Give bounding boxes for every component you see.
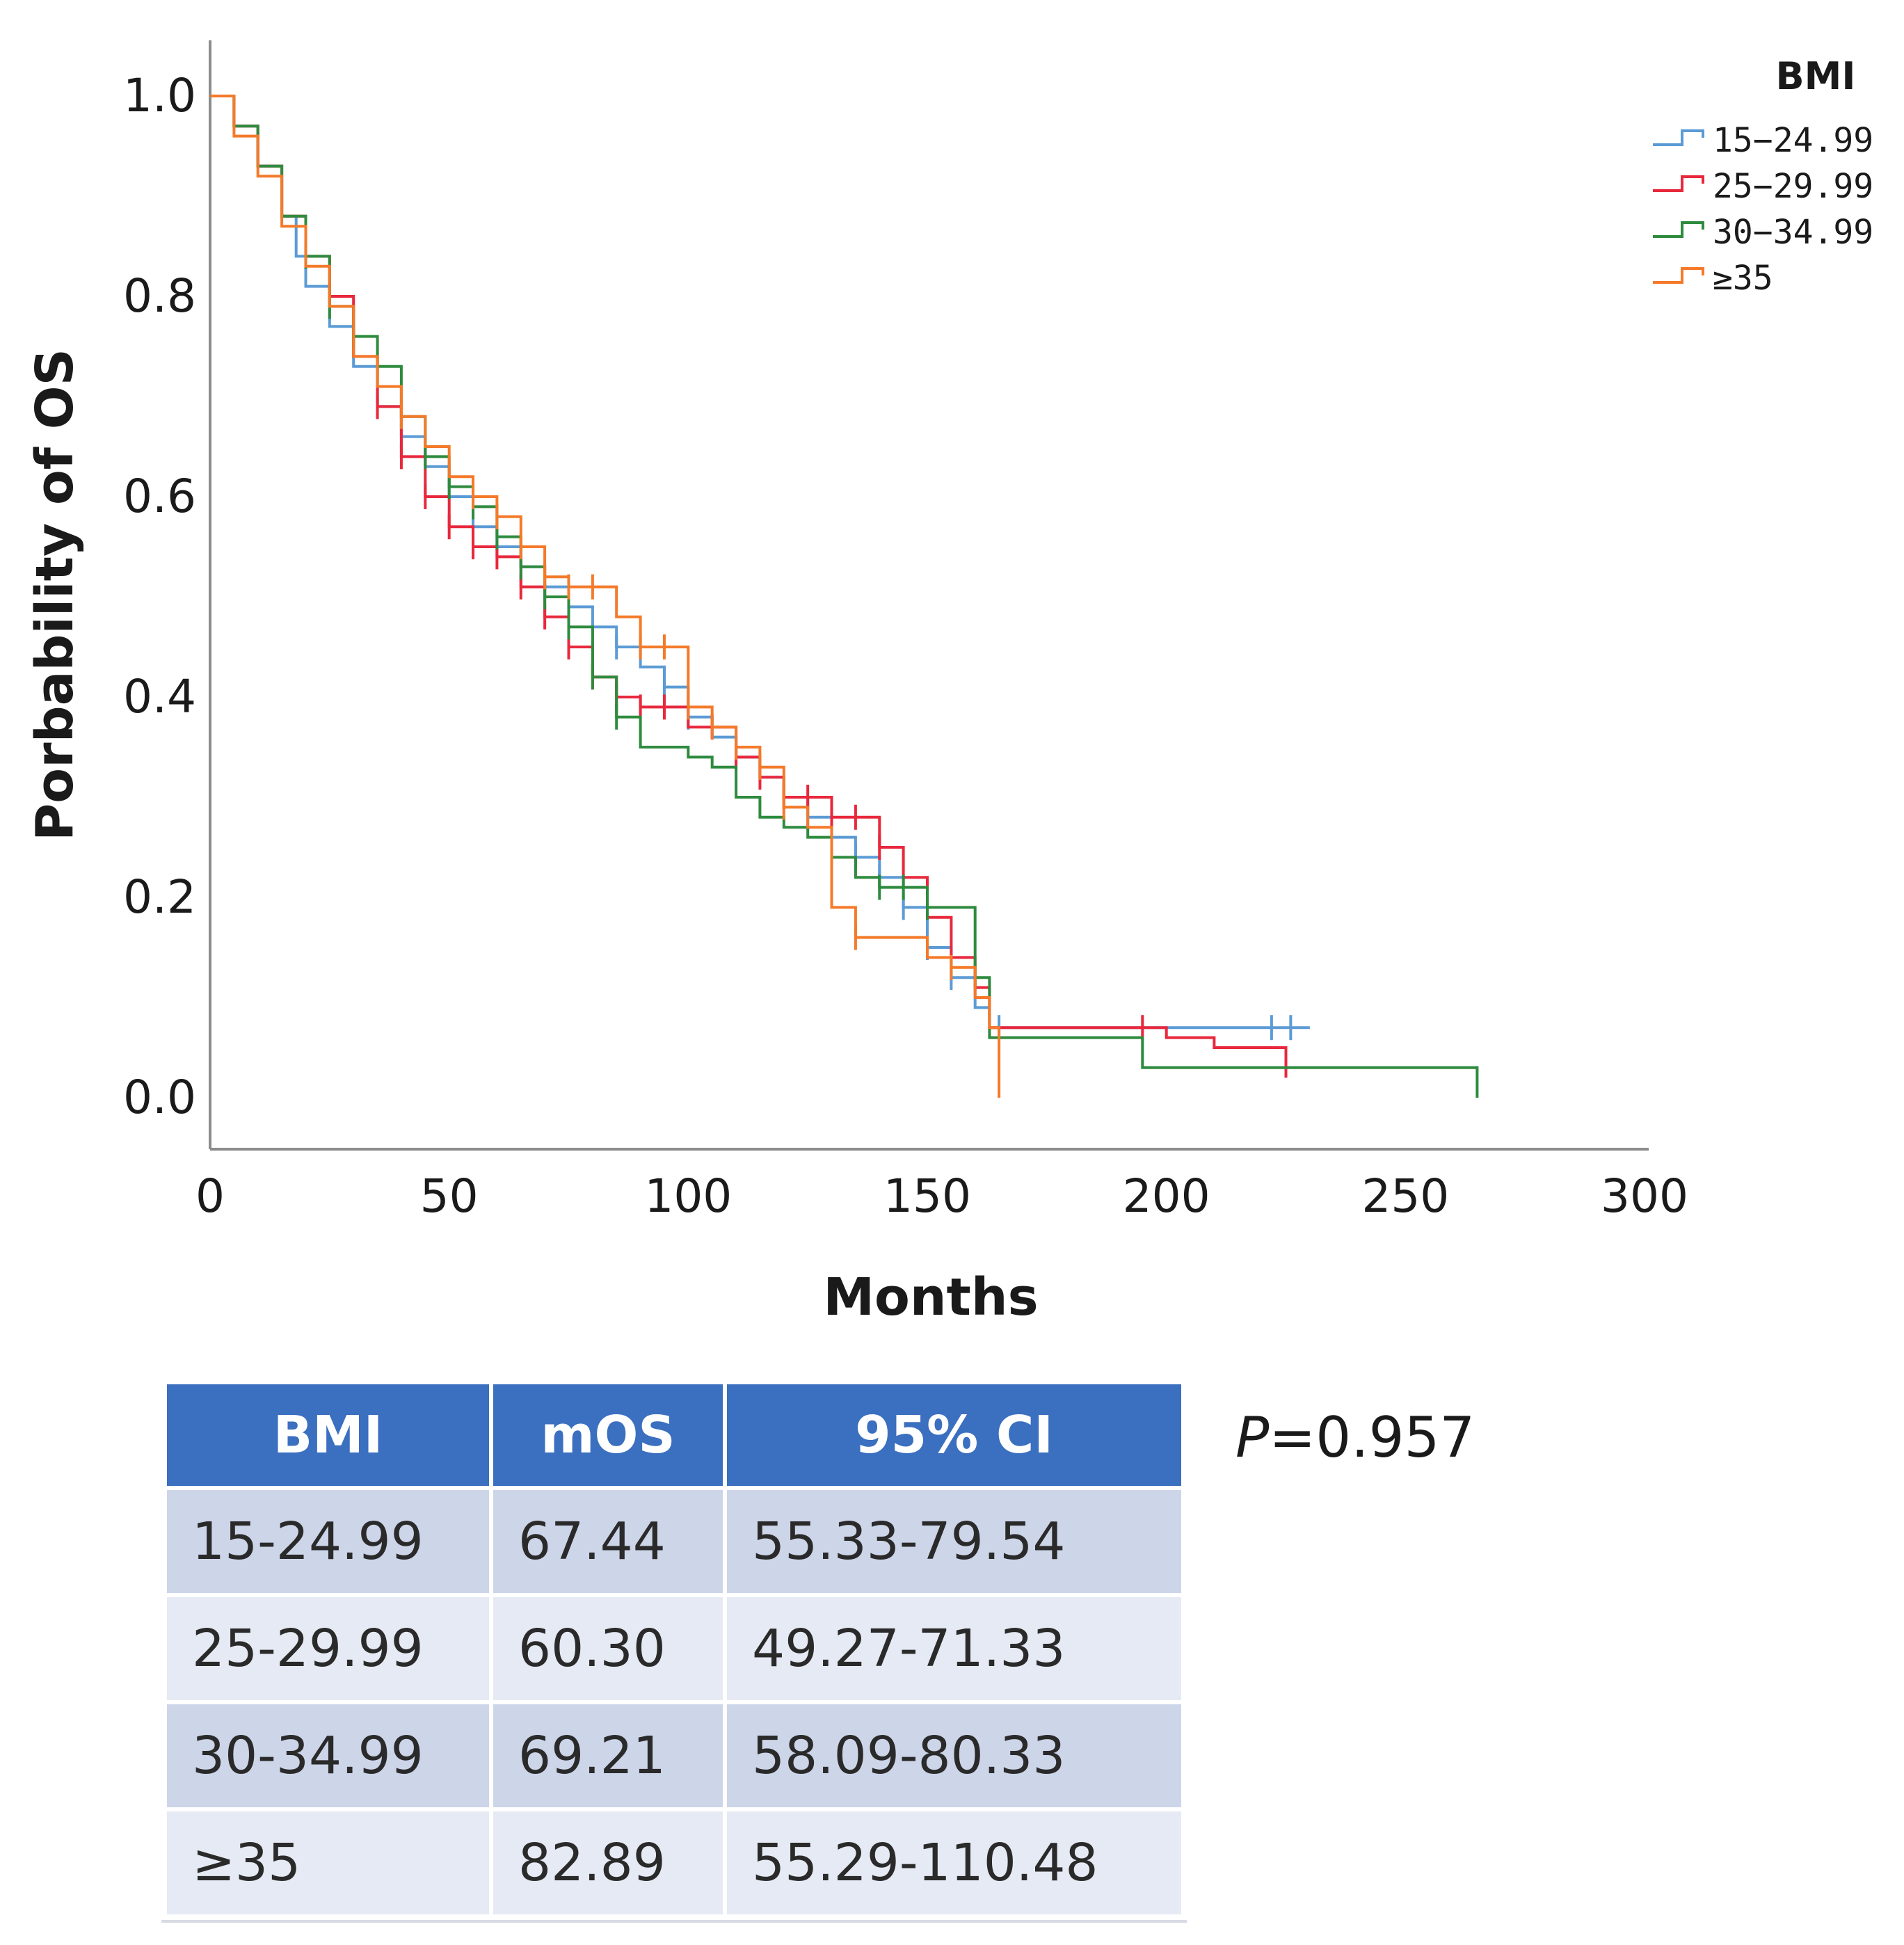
x-tick-label: 50 (420, 1169, 479, 1223)
legend-swatch (1653, 175, 1704, 192)
p-value-text: =0.957 (1269, 1405, 1475, 1470)
legend-swatch (1653, 129, 1704, 146)
cell-mos: 60.30 (491, 1593, 727, 1702)
x-tick-label: 100 (644, 1169, 732, 1223)
legend-swatch (1653, 267, 1704, 284)
cell-mos: 67.44 (491, 1486, 727, 1595)
x-tick-label: 150 (883, 1169, 971, 1223)
table-bottom-rule (161, 1920, 1187, 1923)
y-tick-label: 0.0 (123, 1071, 196, 1124)
series-line (210, 95, 1310, 1030)
series-4 (210, 95, 1001, 1098)
legend-title: BMI (1776, 54, 1856, 98)
header-ci: 95% CI (725, 1384, 1181, 1488)
y-tick-label: 1.0 (123, 69, 196, 122)
summary-table: BMI mOS 95% CI 15-24.99 67.44 55.33-79.5… (167, 1384, 1181, 1914)
cell-ci: 55.29-110.48 (725, 1807, 1181, 1914)
plot-axes (209, 40, 1649, 1151)
series-1 (210, 95, 1310, 1041)
series-2 (210, 95, 1288, 1078)
x-tick-label: 300 (1601, 1169, 1688, 1223)
survival-curves (210, 95, 1479, 1098)
y-tick-label: 0.2 (123, 870, 196, 924)
cell-mos: 69.21 (491, 1700, 727, 1809)
y-tick-label: 0.8 (123, 269, 196, 323)
x-tick-label: 200 (1123, 1169, 1210, 1223)
header-bmi: BMI (167, 1384, 493, 1488)
p-value: P=0.957 (1235, 1405, 1475, 1470)
cell-bmi: 15-24.99 (167, 1486, 493, 1595)
legend-entry: 15−24.99 (1713, 121, 1873, 160)
cell-bmi: ≥35 (167, 1807, 493, 1914)
series-line (210, 95, 1288, 1078)
header-mos: mOS (491, 1384, 727, 1488)
series-3 (210, 95, 1479, 1098)
legend-swatch (1653, 221, 1704, 238)
cell-bmi: 30-34.99 (167, 1700, 493, 1809)
legend: BMI 15−24.99 25−29.99 30−34.99 ≥35 (1653, 54, 1873, 298)
cell-ci: 58.09-80.33 (725, 1700, 1181, 1809)
table-header-row: BMI mOS 95% CI (167, 1384, 1181, 1488)
cell-ci: 55.33-79.54 (725, 1486, 1181, 1595)
table-row: 25-29.99 60.30 49.27-71.33 (167, 1593, 1181, 1702)
y-tick-label: 0.6 (123, 470, 196, 523)
table-row: 15-24.99 67.44 55.33-79.54 (167, 1486, 1181, 1595)
legend-entry: 25−29.99 (1713, 167, 1873, 206)
x-tick-label: 250 (1361, 1169, 1449, 1223)
cell-bmi: 25-29.99 (167, 1593, 493, 1702)
p-value-letter: P (1235, 1405, 1270, 1470)
y-tick-label: 0.4 (123, 670, 196, 723)
cell-ci: 49.27-71.33 (725, 1593, 1181, 1702)
series-line (210, 95, 1001, 1098)
table-row: 30-34.99 69.21 58.09-80.33 (167, 1700, 1181, 1809)
table-row: ≥35 82.89 55.29-110.48 (167, 1807, 1181, 1914)
cell-mos: 82.89 (491, 1807, 727, 1914)
y-axis-title: Porbability of OS (25, 349, 85, 841)
y-tick-labels: 0.0 0.2 0.4 0.6 0.8 1.0 (123, 69, 196, 1124)
x-tick-labels: 0 50 100 150 200 250 300 (195, 1169, 1688, 1223)
series-line (210, 95, 1479, 1098)
x-tick-label: 0 (195, 1169, 225, 1223)
x-axis-title: Months (823, 1267, 1038, 1327)
km-chart: 0.0 0.2 0.4 0.6 0.8 1.0 0 50 100 150 200 250 300 Mo… (25, 40, 1873, 1327)
legend-entry: ≥35 (1713, 259, 1773, 298)
legend-entry: 30−34.99 (1713, 213, 1873, 252)
